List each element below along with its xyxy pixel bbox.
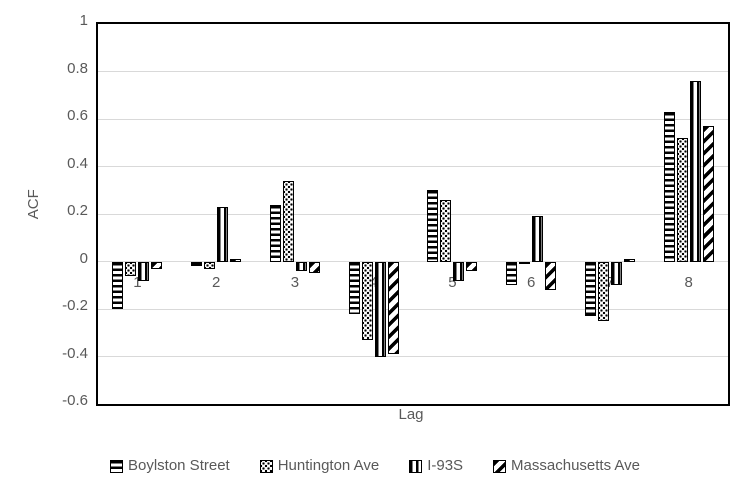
legend-item: Boylston Street (109, 457, 230, 475)
bar-diagonal-stripes (387, 261, 399, 355)
gridline (98, 308, 728, 310)
gridline (98, 213, 728, 215)
bar-dots (676, 138, 688, 262)
bar-diagonal-stripes (466, 261, 478, 271)
diagonal-stripes-swatch-icon (493, 459, 507, 473)
bar-diagonal-stripes (623, 259, 635, 262)
gridline (98, 261, 728, 262)
gridline (98, 118, 728, 120)
bar-diagonal-stripes (230, 259, 242, 262)
bar-horizontal-stripes (348, 261, 360, 314)
bar-horizontal-stripes (191, 261, 203, 267)
y-tick-label: 0.2 (67, 202, 88, 219)
legend-item: Huntington Ave (259, 457, 380, 475)
gridline (98, 71, 728, 72)
bar-vertical-stripes (453, 261, 465, 281)
bar-dots (597, 261, 609, 321)
y-tick-label: 0 (79, 249, 88, 267)
y-tick-label: 1 (79, 12, 88, 29)
x-tick-label: 3 (290, 273, 300, 291)
bar-vertical-stripes (532, 216, 544, 262)
y-tick-label: 0.6 (67, 107, 88, 124)
x-tick-label: 5 (448, 273, 457, 291)
bar-vertical-stripes (295, 261, 307, 271)
bar-vertical-stripes (689, 81, 701, 262)
horizontal-stripes-swatch-icon (109, 459, 123, 473)
y-tick-label: -0.6 (62, 392, 88, 409)
bar-dots (125, 261, 137, 276)
legend-label: Boylston Street (127, 457, 230, 474)
y-tick-label: -0.4 (62, 344, 88, 362)
bar-vertical-stripes (374, 261, 386, 357)
x-tick-label: 8 (684, 273, 693, 291)
bar-dots (204, 261, 216, 269)
bar-diagonal-stripes (702, 126, 714, 262)
bar-dots (519, 261, 531, 264)
bar-diagonal-stripes (308, 261, 320, 274)
bar-vertical-stripes (138, 261, 150, 281)
bar-horizontal-stripes (427, 190, 439, 262)
x-tick-label: 2 (211, 273, 221, 291)
bar-horizontal-stripes (663, 111, 675, 262)
legend-label: Huntington Ave (277, 457, 380, 474)
x-axis-title: Lag (398, 406, 424, 423)
bar-vertical-stripes (217, 206, 229, 262)
dots-swatch-icon (259, 459, 273, 473)
gridline (98, 166, 728, 167)
x-tick-label: 4 (369, 273, 378, 291)
legend-item: I-93S (409, 457, 464, 475)
gridline (98, 356, 728, 357)
legend-label: I-93S (427, 457, 464, 474)
x-tick-label: 6 (526, 273, 536, 291)
y-tick-label: 0.4 (67, 154, 88, 172)
bar-horizontal-stripes (584, 261, 596, 317)
bar-dots (282, 180, 294, 262)
legend-label: Massachusetts Ave (511, 457, 641, 474)
bar-vertical-stripes (610, 261, 622, 286)
bar-dots (361, 261, 373, 340)
bar-horizontal-stripes (112, 261, 124, 309)
vertical-stripes-swatch-icon (409, 459, 423, 473)
legend-item: Massachusetts Ave (493, 457, 641, 475)
y-tick-label: -0.2 (62, 297, 88, 314)
y-tick-label: 0.8 (67, 59, 88, 77)
x-tick-label: 7 (605, 273, 615, 291)
bar-horizontal-stripes (506, 261, 518, 286)
plot-area: 1 2 3 4 5 6 7 8 (96, 22, 730, 406)
legend: Boylston Street Huntington Ave I-93S Massac… (0, 457, 750, 475)
bar-diagonal-stripes (545, 261, 557, 290)
bar-diagonal-stripes (151, 261, 163, 269)
x-tick-label: 1 (133, 273, 142, 291)
bar-dots (440, 199, 452, 262)
bar-horizontal-stripes (269, 204, 281, 262)
